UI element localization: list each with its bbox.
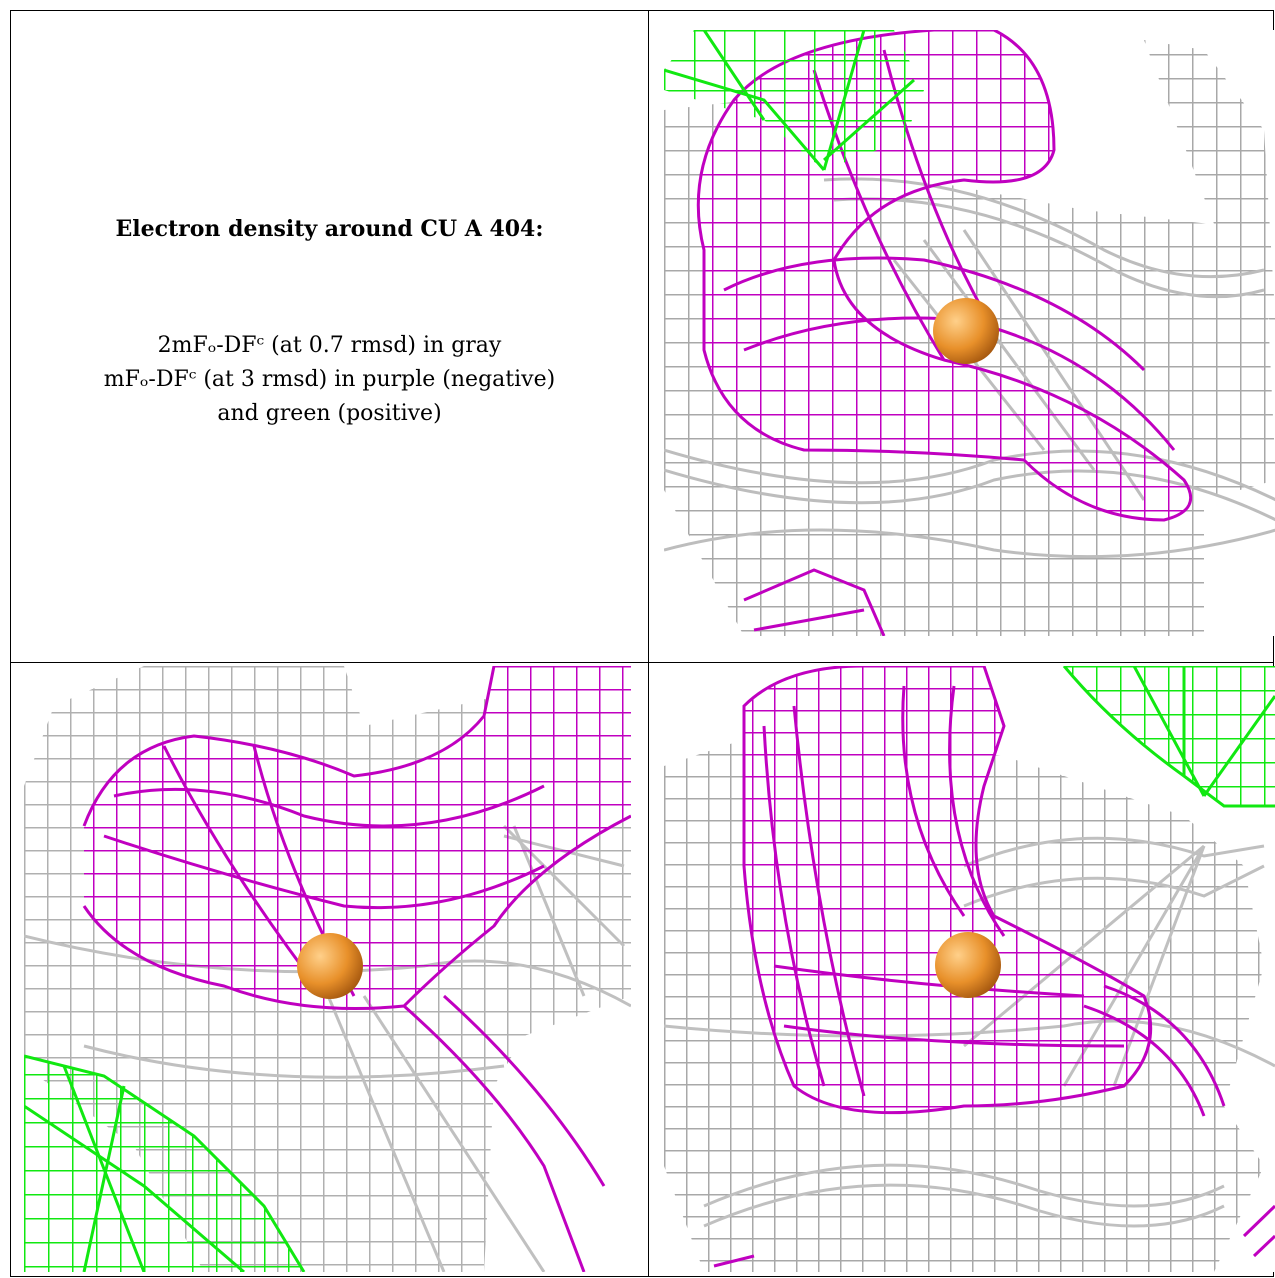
legend-line-gray: 2mFₒ-DFᶜ (at 0.7 rmsd) in gray xyxy=(157,333,502,358)
density-view-bottom-right xyxy=(664,666,1275,1272)
green-positive-mesh xyxy=(1062,666,1275,808)
density-view-bottom-left xyxy=(24,666,631,1272)
caption-legend: 2mFₒ-DFᶜ (at 0.7 rmsd) in gray mFₒ-DFᶜ (… xyxy=(11,329,648,431)
caption-title: Electron density around CU A 404: xyxy=(115,216,544,242)
copper-atom-sphere xyxy=(935,932,1001,998)
table-divider-horizontal xyxy=(10,662,1274,663)
figure-frame xyxy=(10,10,1274,1277)
copper-atom-sphere xyxy=(297,933,363,999)
green-positive-mesh xyxy=(664,30,924,171)
purple-negative-mesh xyxy=(713,666,1275,1268)
legend-line-purple: mFₒ-DFᶜ (at 3 rmsd) in purple (negative) xyxy=(103,367,556,392)
purple-negative-mesh xyxy=(82,666,631,1272)
legend-line-green: and green (positive) xyxy=(217,401,442,426)
table-divider-vertical xyxy=(648,10,649,1277)
green-positive-mesh xyxy=(24,1054,306,1272)
caption-cell: Electron density around CU A 404: 2mFₒ-D… xyxy=(11,11,648,662)
density-view-top-right xyxy=(664,30,1275,636)
copper-atom-sphere xyxy=(933,298,999,364)
